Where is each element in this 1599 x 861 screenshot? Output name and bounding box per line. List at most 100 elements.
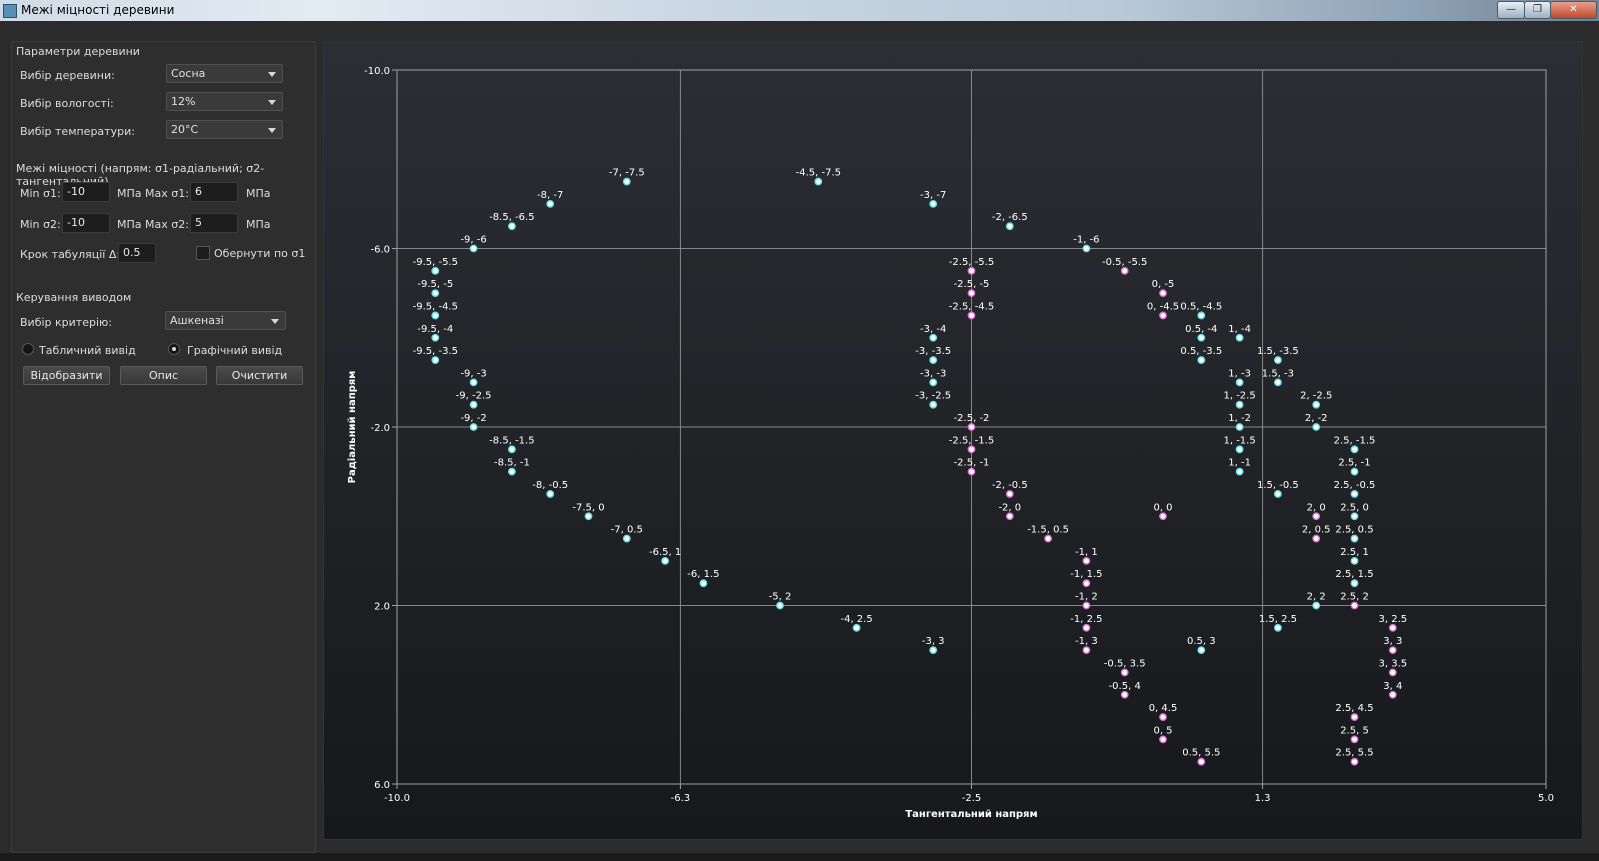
data-point-cyan [699,579,708,588]
data-point-cyan [1312,423,1321,431]
data-label: -8.5, -1.5 [489,435,534,446]
y-tick-label: -2.0 [370,423,390,434]
bottom-strip [0,853,1599,861]
temperature-label: Вибір температури: [20,125,135,138]
data-label: 1.5, -3.5 [1257,346,1299,357]
min-s1-input[interactable]: -10 [62,182,110,202]
data-point-cyan [507,467,516,476]
y-tick-label: -6.0 [370,245,390,256]
clear-button[interactable]: Очистити [216,366,303,385]
y-axis-title: Радіальний напрям [347,371,358,484]
data-point-magenta [967,289,976,298]
data-label: -2.5, -1 [954,458,990,469]
data-point-cyan [1350,445,1359,454]
data-label: -3, -4 [920,324,946,335]
data-label: 2.5, 5 [1340,725,1369,736]
data-label: 3, 2.5 [1378,614,1407,625]
max-s2-unit: МПа [246,218,271,231]
data-label: -2, -6.5 [992,212,1028,223]
data-label: -9, -2.5 [456,391,492,402]
data-label: -7, 0.5 [611,525,643,536]
data-label: 3, 3 [1383,636,1402,647]
data-point-cyan [1350,534,1359,543]
data-label: 2.5, 0.5 [1335,525,1373,536]
x-tick-label: -2.5 [962,793,982,804]
max-s1-input[interactable]: 6 [190,182,238,202]
data-label: -3, 3 [922,636,945,647]
data-point-cyan [929,378,938,387]
data-point-magenta [1350,757,1359,766]
data-point-cyan [1005,222,1014,231]
maximize-button[interactable]: ❐ [1524,1,1551,19]
max-s2-input[interactable]: 5 [190,213,238,233]
data-label: -3, -7 [920,190,946,201]
data-point-cyan [1274,378,1282,387]
data-label: 1, -1 [1228,458,1251,469]
close-button[interactable]: ✕ [1550,1,1597,19]
species-label: Вибір деревини: [20,69,115,82]
data-point-magenta [1312,512,1321,521]
data-point-cyan [776,601,784,610]
graph-output-radio[interactable] [168,343,180,355]
data-label: -6.5, 1 [649,547,681,558]
describe-button[interactable]: Опис [120,366,207,385]
humidity-select[interactable]: 12% [166,92,283,111]
invert-label: Обернути по σ1 [214,247,306,260]
max-s1-label: Max σ1: [145,187,189,200]
data-point-magenta [1197,757,1206,766]
data-label: 2.5, -0.5 [1334,480,1376,491]
chevron-down-icon [268,100,276,105]
data-label: 1, -2.5 [1223,391,1255,402]
min-s2-label: Min σ2: [20,218,61,231]
show-button[interactable]: Відобразити [23,366,110,385]
data-point-cyan [507,222,516,231]
settings-sidebar: Параметри деревини Вибір деревини: Сосна… [11,41,316,853]
data-point-cyan [1312,601,1321,610]
data-point-cyan [1082,244,1091,253]
data-point-cyan [929,199,938,208]
app-icon [3,4,17,18]
table-output-radio[interactable] [22,343,34,355]
x-tick-label: -10.0 [384,793,410,804]
data-label: 2.5, 1.5 [1335,569,1373,580]
data-point-magenta [1044,534,1052,543]
data-point-cyan [1235,333,1244,342]
data-point-magenta [1388,668,1397,677]
invert-checkbox[interactable] [196,246,210,260]
data-label: -1.5, 0.5 [1027,525,1069,536]
data-label: -9.5, -4 [417,324,453,335]
data-point-cyan [1197,333,1206,342]
temperature-select[interactable]: 20°C [166,120,283,139]
data-point-cyan [929,333,938,342]
data-label: -9.5, -3.5 [413,346,458,357]
criterion-select[interactable]: Ашкеназі [165,311,286,330]
data-label: -8, -0.5 [532,480,568,491]
data-point-cyan [852,623,861,632]
data-label: -3, -3.5 [915,346,951,357]
limits-group-title: Межі міцності (напрям: σ1-радіальний; σ2… [16,162,265,188]
data-label: 0.5, 3 [1187,636,1216,647]
data-point-magenta [1082,601,1091,610]
step-input[interactable]: 0.5 [118,243,156,263]
species-select[interactable]: Сосна [166,64,283,83]
data-label: 1, -1.5 [1223,435,1255,446]
data-label: -9.5, -4.5 [413,301,458,312]
data-label: 0.5, 5.5 [1182,748,1220,759]
min-s1-unit: МПа [117,187,142,200]
max-s2-label: Max σ2: [145,218,189,231]
data-point-magenta [1159,735,1167,744]
data-point-cyan [622,534,631,543]
data-point-cyan [546,490,555,498]
minimize-button[interactable]: — [1497,1,1525,19]
data-label: -9, -3 [460,368,486,379]
data-point-magenta [1388,646,1397,655]
data-label: 2.5, 4.5 [1335,703,1373,714]
data-label: 1.5, 2.5 [1259,614,1297,625]
min-s2-input[interactable]: -10 [62,213,110,233]
data-label: -1, 2.5 [1070,614,1102,625]
criterion-label: Вибір критерію: [20,316,112,329]
data-point-cyan [431,289,440,298]
data-point-cyan [1274,623,1282,632]
data-point-cyan [661,556,669,565]
data-label: 0, 4.5 [1149,703,1178,714]
